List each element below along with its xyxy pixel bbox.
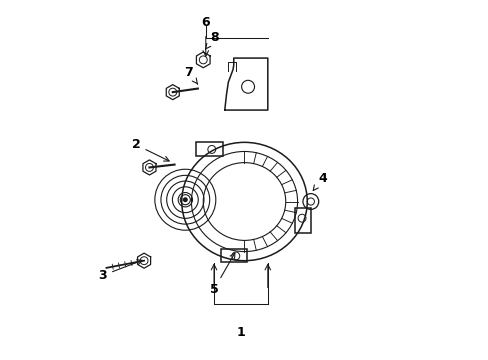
Text: 5: 5	[209, 253, 234, 296]
Text: 4: 4	[313, 172, 326, 190]
Bar	[221, 249, 246, 262]
Text: 1: 1	[236, 326, 245, 339]
Circle shape	[183, 198, 187, 202]
Bar	[195, 142, 222, 156]
Text: 3: 3	[99, 260, 142, 282]
Bar	[294, 208, 310, 233]
Text: 2: 2	[132, 138, 169, 161]
Text: 6: 6	[201, 16, 210, 29]
Text: 7: 7	[184, 66, 197, 84]
Text: 8: 8	[205, 31, 218, 49]
